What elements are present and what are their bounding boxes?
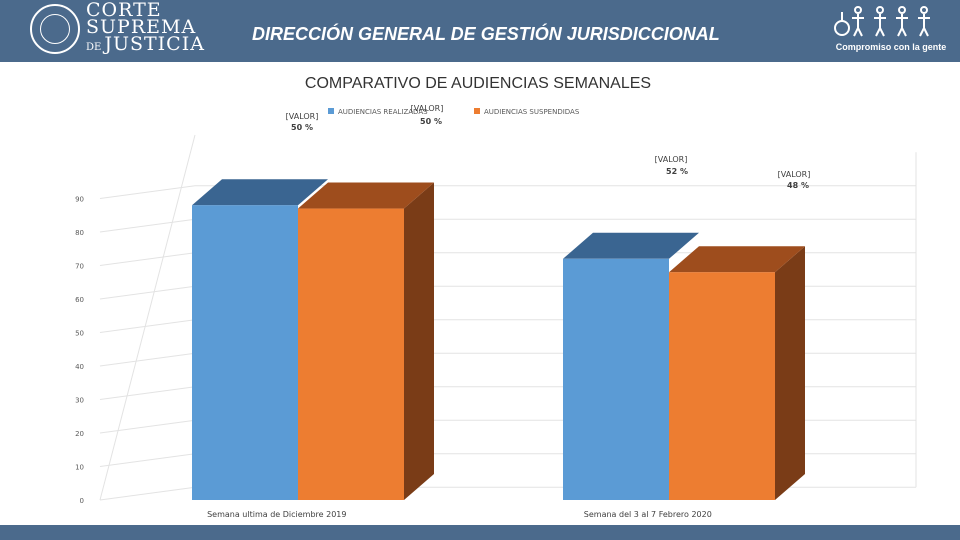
bar-top [669, 246, 805, 273]
bar-front [298, 208, 404, 501]
institution-logo: CORTE SUPREMA DE JUSTICIA [86, 0, 205, 56]
x-axis: Semana ultima de Diciembre 2019 Semana de… [207, 510, 712, 519]
bar-top [563, 232, 699, 259]
x-tick-label: Semana ultima de Diciembre 2019 [207, 510, 346, 519]
y-tick-label: 20 [75, 430, 84, 438]
y-tick-label: 30 [75, 397, 84, 405]
data-label-1-value: [VALOR] [286, 112, 319, 121]
y-axis: 0 10 20 30 40 50 60 70 80 90 [75, 196, 84, 506]
y-tick-label: 90 [75, 196, 84, 204]
logo-line-1: CORTE [86, 0, 162, 21]
gridline [99, 185, 916, 199]
bar-side [775, 246, 805, 500]
page-title: DIRECCIÓN GENERAL DE GESTIÓN JURISDICCIO… [252, 24, 720, 44]
bar-front [669, 272, 775, 500]
data-labels: [VALOR] 50 % [VALOR] 50 % [VALOR] 52 % [… [286, 104, 811, 190]
bar-front [563, 258, 669, 500]
bar-front [192, 205, 298, 500]
bar-top [192, 179, 328, 206]
people-icon [834, 6, 930, 37]
header-bar: CORTE SUPREMA DE JUSTICIA DIRECCIÓN GENER… [0, 0, 960, 62]
data-label-4-value: [VALOR] [778, 170, 811, 179]
y-tick-label: 80 [75, 229, 84, 237]
legend-label-realizadas: AUDIENCIAS REALIZADAS [338, 108, 428, 116]
data-label-3-percent: 52 % [666, 167, 688, 176]
axis-depth-edge [99, 134, 196, 501]
logo-line-2: SUPREMA [86, 16, 197, 38]
logo-line-3-prefix: DE [86, 42, 102, 53]
data-label-2-value: [VALOR] [411, 104, 444, 113]
y-tick-label: 40 [75, 363, 84, 371]
y-tick-label: 0 [80, 497, 84, 505]
data-label-4-percent: 48 % [787, 181, 809, 190]
data-label-2-percent: 50 % [420, 117, 442, 126]
bar-top [298, 182, 434, 209]
legend-swatch-realizadas [328, 108, 334, 114]
chart-title: COMPARATIVO DE AUDIENCIAS SEMANALES [305, 75, 651, 92]
bars [192, 179, 805, 501]
legend: AUDIENCIAS REALIZADAS AUDIENCIAS SUSPEND… [328, 108, 580, 116]
y-tick-label: 10 [75, 464, 84, 472]
bar-side [404, 182, 434, 501]
data-label-3-value: [VALOR] [655, 155, 688, 164]
x-tick-label: Semana del 3 al 7 Febrero 2020 [584, 510, 712, 519]
y-tick-label: 60 [75, 296, 84, 304]
footer-bar [0, 525, 960, 540]
national-seal-icon [30, 4, 80, 54]
commitment-logo: Compromiso con la gente [832, 4, 950, 58]
data-label-1-percent: 50 % [291, 123, 313, 132]
logo-line-3: JUSTICIA [104, 33, 205, 55]
y-tick-label: 50 [75, 330, 84, 338]
legend-label-suspendidas: AUDIENCIAS SUSPENDIDAS [484, 108, 580, 116]
slogan-text: Compromiso con la gente [835, 42, 947, 52]
y-tick-label: 70 [75, 263, 84, 271]
legend-swatch-suspendidas [474, 108, 480, 114]
chart-area: COMPARATIVO DE AUDIENCIAS SEMANALES 0 10 2… [75, 75, 917, 519]
